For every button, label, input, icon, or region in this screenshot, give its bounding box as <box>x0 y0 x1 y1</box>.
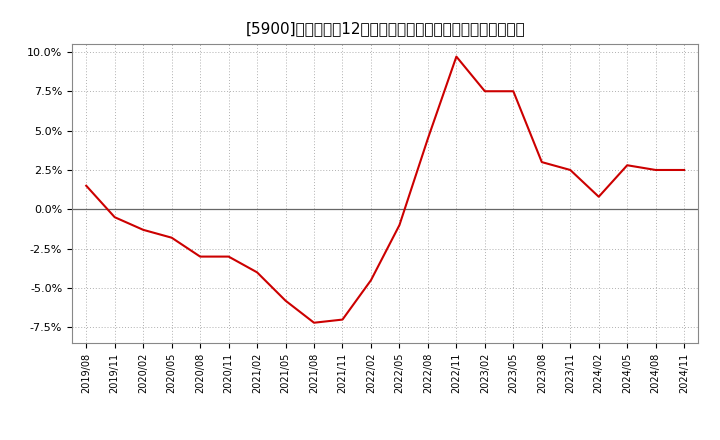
Title: [5900]　売上高の12か月移動合計の対前年同期増減率の推移: [5900] 売上高の12か月移動合計の対前年同期増減率の推移 <box>246 21 525 36</box>
